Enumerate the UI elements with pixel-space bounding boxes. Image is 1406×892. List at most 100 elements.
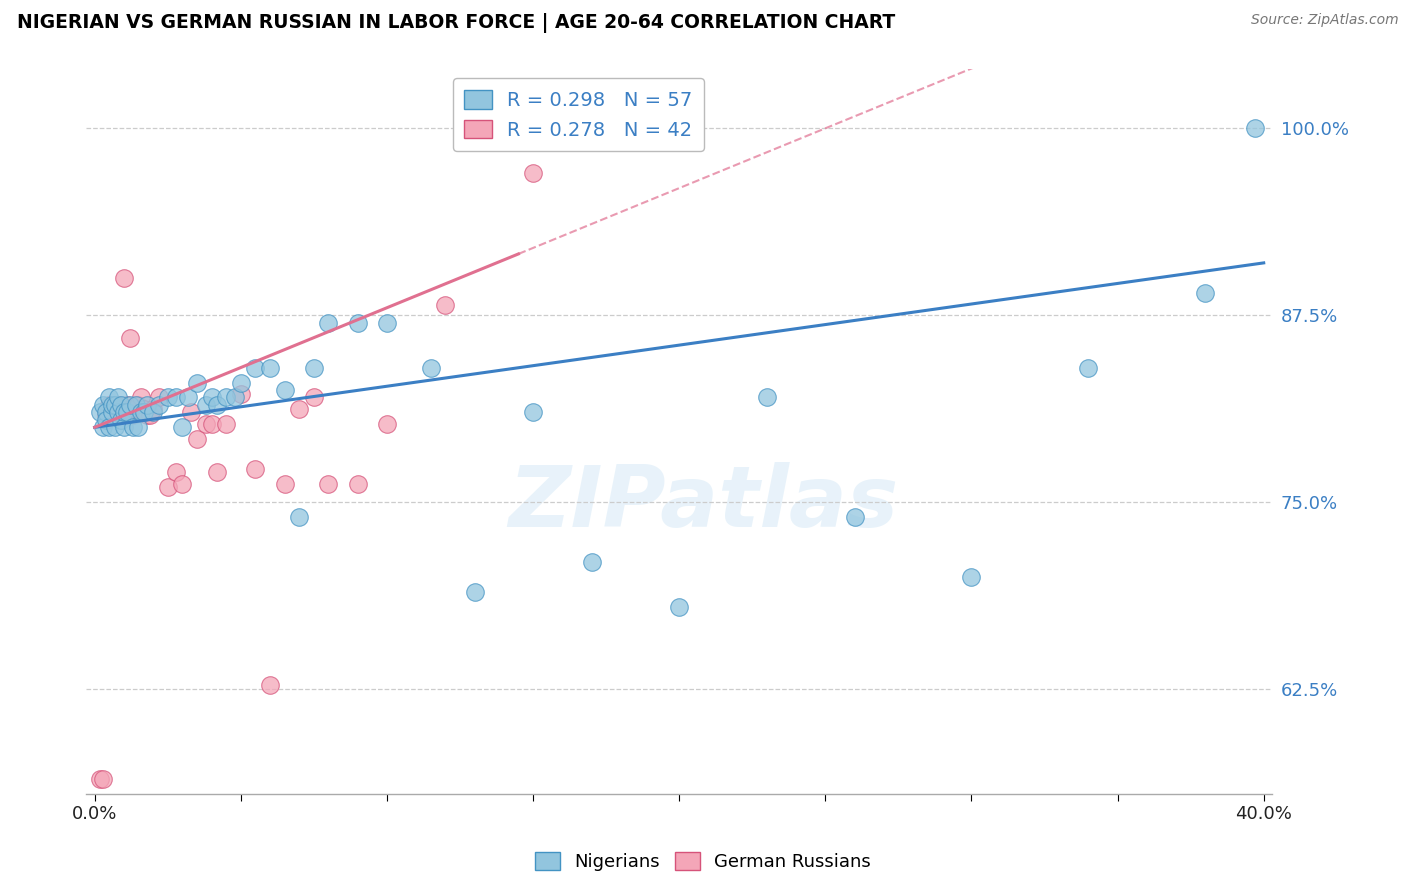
Point [118, 331, 141, 345]
Point [318, 316, 340, 330]
Point [118, 402, 141, 417]
Point [131, 391, 153, 405]
Point [245, 360, 267, 375]
Point [93, 772, 115, 786]
Point [127, 398, 149, 412]
Point [172, 420, 194, 434]
Text: NIGERIAN VS GERMAN RUSSIAN IN LABOR FORCE | AGE 20-64 CORRELATION CHART: NIGERIAN VS GERMAN RUSSIAN IN LABOR FORC… [17, 13, 896, 33]
Point [98, 391, 121, 405]
Point [259, 360, 281, 375]
Point [112, 270, 135, 285]
Point [156, 391, 179, 405]
Point [134, 405, 156, 419]
Point [668, 599, 690, 614]
Point [121, 420, 143, 434]
Point [200, 391, 222, 405]
Point [346, 477, 368, 491]
Point [522, 405, 544, 419]
Point [166, 391, 188, 405]
Point [136, 398, 159, 412]
Point [96, 413, 118, 427]
Point [375, 316, 398, 330]
Point [166, 465, 188, 479]
Point [124, 402, 146, 417]
Point [259, 677, 281, 691]
Point [104, 398, 127, 412]
Point [1077, 360, 1099, 375]
Point [186, 376, 208, 390]
Point [101, 402, 124, 417]
Point [1194, 285, 1216, 300]
Point [288, 402, 311, 417]
Point [302, 360, 325, 375]
Point [229, 376, 252, 390]
Point [89, 772, 111, 786]
Point [581, 555, 603, 569]
Point [115, 405, 138, 419]
Point [96, 409, 118, 423]
Point [156, 480, 179, 494]
Point [112, 420, 135, 434]
Point [229, 387, 252, 401]
Point [177, 391, 200, 405]
Point [273, 477, 295, 491]
Legend: Nigerians, German Russians: Nigerians, German Russians [527, 846, 879, 879]
Point [93, 420, 115, 434]
Point [110, 398, 132, 412]
Text: Source: ZipAtlas.com: Source: ZipAtlas.com [1251, 13, 1399, 28]
Point [118, 398, 141, 412]
Point [200, 417, 222, 432]
Point [104, 420, 127, 434]
Point [194, 398, 217, 412]
Text: ZIPatlas: ZIPatlas [508, 462, 898, 545]
Point [180, 405, 202, 419]
Point [93, 398, 115, 412]
Point [224, 391, 246, 405]
Point [844, 510, 866, 524]
Point [207, 465, 229, 479]
Point [522, 166, 544, 180]
Point [131, 405, 153, 419]
Point [115, 398, 138, 412]
Point [419, 360, 441, 375]
Point [245, 462, 267, 476]
Point [104, 402, 127, 417]
Point [960, 570, 983, 584]
Point [110, 402, 132, 417]
Point [112, 409, 135, 423]
Point [142, 405, 165, 419]
Point [101, 398, 124, 412]
Point [346, 316, 368, 330]
Point [112, 405, 135, 419]
Point [98, 398, 121, 412]
Point [124, 398, 146, 412]
Point [215, 391, 238, 405]
Point [148, 398, 170, 412]
Point [207, 398, 229, 412]
Point [434, 298, 457, 312]
Point [101, 405, 124, 419]
Point [302, 391, 325, 405]
Legend: R = 0.298   N = 57, R = 0.278   N = 42: R = 0.298 N = 57, R = 0.278 N = 42 [453, 78, 704, 151]
Point [107, 391, 129, 405]
Point [1244, 121, 1267, 136]
Point [194, 417, 217, 432]
Point [107, 398, 129, 412]
Point [136, 409, 159, 423]
Point [464, 584, 486, 599]
Point [148, 391, 170, 405]
Point [110, 413, 132, 427]
Point [98, 420, 121, 434]
Point [89, 405, 111, 419]
Point [107, 405, 129, 419]
Point [273, 383, 295, 397]
Point [375, 417, 398, 432]
Point [288, 510, 311, 524]
Point [127, 420, 149, 434]
Point [755, 391, 778, 405]
Point [96, 405, 118, 419]
Point [142, 402, 165, 417]
Point [134, 402, 156, 417]
Point [172, 477, 194, 491]
Point [139, 409, 162, 423]
